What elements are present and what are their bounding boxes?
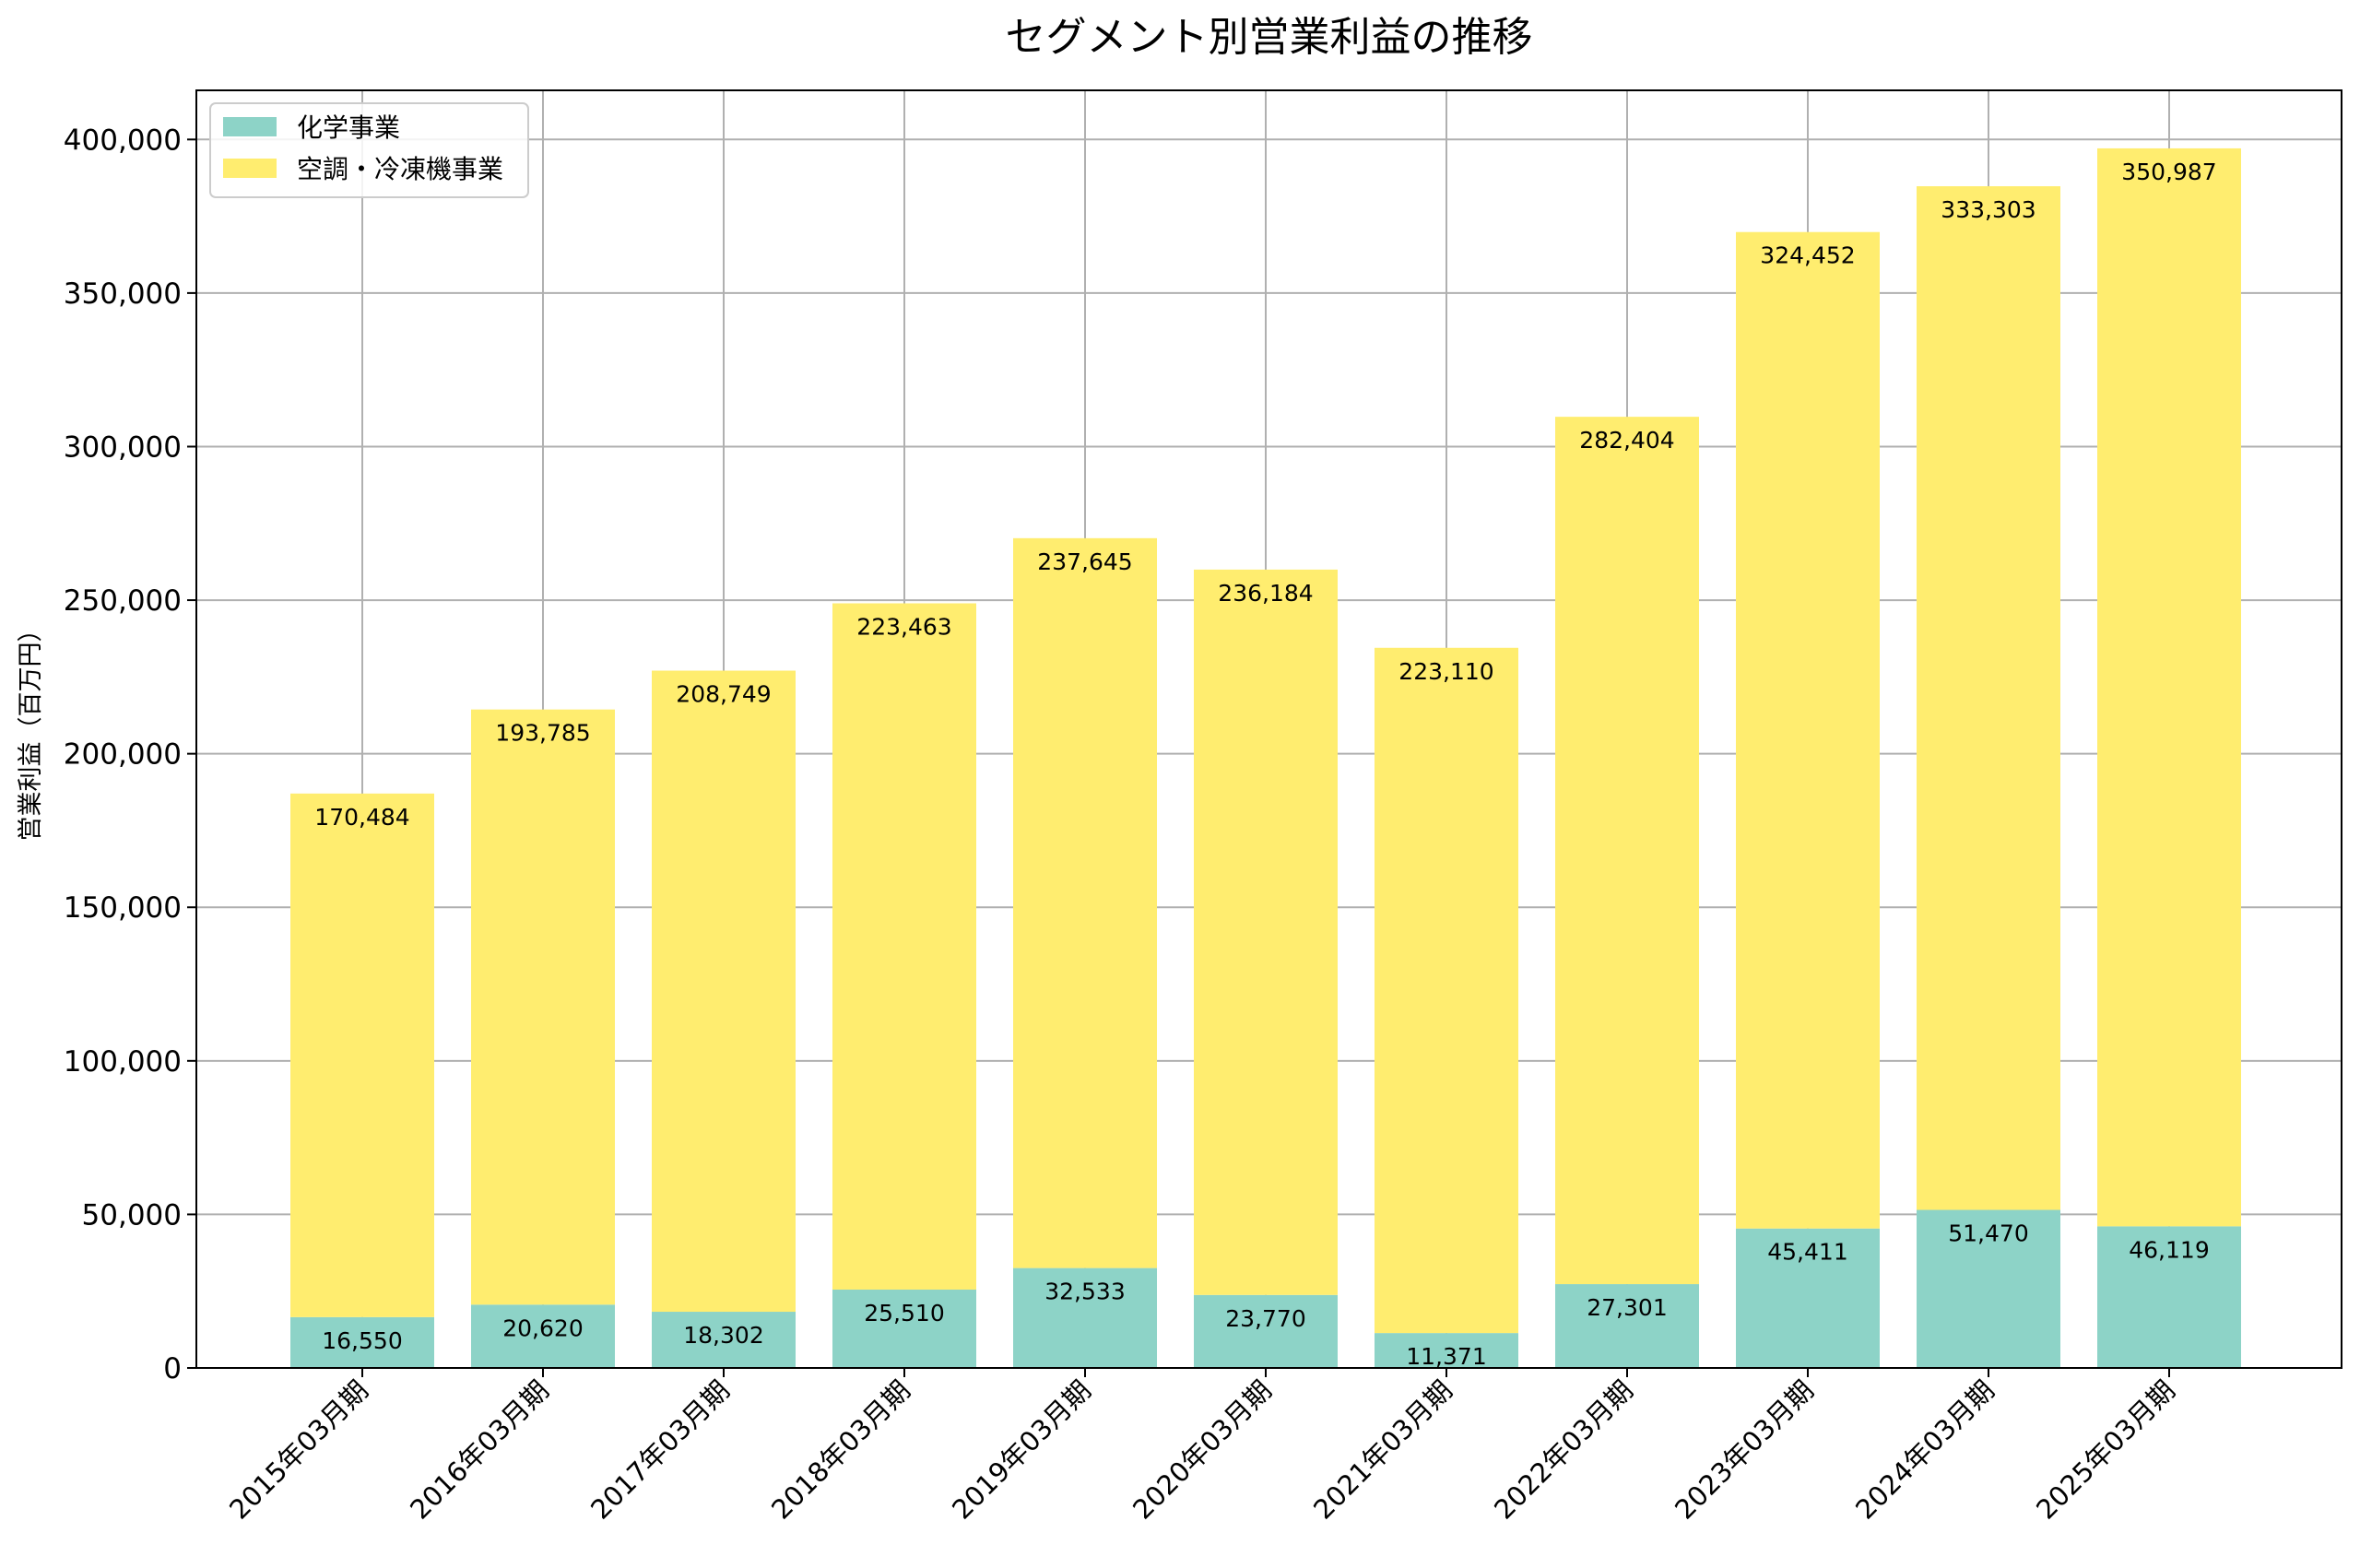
bar-layer <box>290 147 2241 1368</box>
data-label: 236,184 <box>1218 580 1313 607</box>
data-label: 223,110 <box>1398 658 1493 685</box>
bar-segment <box>1917 186 2060 1210</box>
bar-segment <box>1736 1228 1880 1368</box>
data-label: 20,620 <box>502 1315 583 1341</box>
bar-segment <box>1194 1294 1338 1368</box>
bar-segment <box>832 1290 976 1368</box>
data-label: 11,371 <box>1406 1343 1486 1370</box>
data-label: 223,463 <box>856 613 951 640</box>
legend-label: 化学事業 <box>297 112 400 143</box>
data-label: 25,510 <box>864 1300 944 1326</box>
y-axis-label: 営業利益（百万円） <box>17 618 45 842</box>
bar-segment <box>1555 417 1699 1285</box>
data-label: 32,533 <box>1044 1279 1125 1305</box>
data-label: 45,411 <box>1767 1239 1847 1266</box>
bar-segment <box>290 793 434 1317</box>
data-label: 193,785 <box>495 720 590 747</box>
y-tick-label: 150,000 <box>64 891 182 925</box>
data-label: 333,303 <box>1941 196 2036 223</box>
data-label-layer: 16,550 20,620 18,302 25,510 32,533 23,770 11,3… <box>314 159 2216 1370</box>
legend-swatch <box>223 159 277 178</box>
bar-segment <box>471 709 615 1305</box>
bar-segment <box>1013 537 1157 1268</box>
bar-segment <box>1917 1209 2060 1368</box>
y-tick-label: 100,000 <box>64 1045 182 1079</box>
bar-segment <box>652 1312 796 1368</box>
bar-segment <box>1013 1267 1157 1368</box>
y-tick-label: 350,000 <box>64 277 182 311</box>
bar-segment <box>1375 647 1518 1334</box>
bar-segment <box>652 670 796 1313</box>
data-label: 237,645 <box>1037 548 1132 575</box>
bar-segment <box>2097 147 2241 1227</box>
y-tick-label: 250,000 <box>64 584 182 618</box>
legend-label: 空調・冷凍機事業 <box>297 154 503 184</box>
chart-title: セグメント別営業利益の推移 <box>1006 14 1533 61</box>
bar-segment <box>832 603 976 1291</box>
data-label: 23,770 <box>1225 1305 1305 1332</box>
bar-segment <box>1736 231 1880 1229</box>
data-label: 27,301 <box>1587 1294 1667 1321</box>
y-tick-label: 400,000 <box>64 124 182 157</box>
plot-frame <box>195 89 2342 1369</box>
data-label: 170,484 <box>314 804 409 831</box>
y-tick-label: 0 <box>163 1352 182 1385</box>
data-label: 51,470 <box>1948 1220 2028 1247</box>
bar-segment <box>1194 569 1338 1295</box>
data-label: 350,987 <box>2121 159 2216 185</box>
bar-segment <box>471 1304 615 1368</box>
bar-segment <box>1375 1333 1518 1368</box>
bar-segment <box>1555 1284 1699 1368</box>
data-label: 46,119 <box>2129 1236 2209 1263</box>
y-tick-label: 300,000 <box>64 430 182 464</box>
y-tick-label: 200,000 <box>64 738 182 772</box>
data-label: 16,550 <box>322 1327 402 1354</box>
legend-swatch <box>223 117 277 136</box>
data-label: 208,749 <box>676 681 771 708</box>
legend-frame <box>209 102 529 198</box>
bar-segment <box>290 1316 434 1368</box>
data-label: 18,302 <box>683 1322 763 1349</box>
bar-segment <box>2097 1226 2241 1368</box>
data-label: 324,452 <box>1760 242 1855 269</box>
data-label: 282,404 <box>1579 427 1674 454</box>
y-tick-label: 50,000 <box>82 1198 182 1232</box>
